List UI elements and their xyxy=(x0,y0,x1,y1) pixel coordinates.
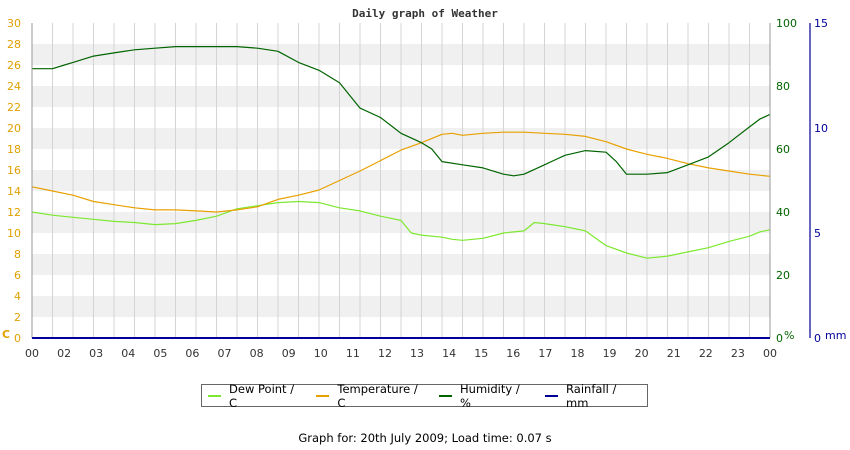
time-tick-label: 23 xyxy=(731,347,745,360)
chart-title: Daily graph of Weather xyxy=(352,7,498,20)
legend-label: Temperature / C xyxy=(337,381,418,410)
time-tick-label: 21 xyxy=(667,347,681,360)
legend-item: Temperature / C xyxy=(316,382,423,410)
time-tick-label: 22 xyxy=(699,347,713,360)
left-tick-label: 4 xyxy=(14,290,21,303)
legend-swatch xyxy=(545,394,559,397)
left-unit-label: C xyxy=(2,328,10,341)
time-tick-label: 03 xyxy=(89,347,103,360)
rainfall-tick-label: 10 xyxy=(814,122,828,135)
series-humidity xyxy=(32,45,771,177)
legend-item: Dew Point / C xyxy=(208,382,300,410)
legend-swatch xyxy=(316,394,330,397)
time-tick-label: 06 xyxy=(185,347,199,360)
humidity-tick-label: 40 xyxy=(776,206,790,219)
humidity-tick-label: 0 xyxy=(776,332,783,345)
legend-item: Humidity / % xyxy=(439,382,529,410)
axes-frame xyxy=(31,23,811,339)
time-tick-label: 04 xyxy=(121,347,135,360)
time-tick-label: 07 xyxy=(218,347,232,360)
rainfall-unit-label: mm xyxy=(825,329,846,342)
left-tick-label: 12 xyxy=(7,206,21,219)
time-tick-label: 20 xyxy=(635,347,649,360)
rainfall-tick-label: 5 xyxy=(814,227,821,240)
time-tick-label: 12 xyxy=(378,347,392,360)
left-tick-label: 24 xyxy=(7,80,21,93)
time-tick-label: 05 xyxy=(153,347,167,360)
left-tick-label: 22 xyxy=(7,101,21,114)
time-tick-label: 10 xyxy=(314,347,328,360)
legend-label: Dew Point / C xyxy=(229,381,295,410)
time-tick-label: 00 xyxy=(25,347,39,360)
legend-item: Rainfall / mm xyxy=(545,382,637,410)
time-tick-label: 19 xyxy=(603,347,617,360)
left-tick-label: 10 xyxy=(7,227,21,240)
time-tick-label: 08 xyxy=(250,347,264,360)
weather-chart: Daily graph of Weather 02468101214161820… xyxy=(2,7,846,360)
rainfall-axis-ticks: 0 5 10 15 mm xyxy=(814,17,846,345)
left-tick-label: 8 xyxy=(14,248,21,261)
left-tick-label: 18 xyxy=(7,143,21,156)
time-tick-label: 15 xyxy=(474,347,488,360)
time-tick-label: 02 xyxy=(57,347,71,360)
legend-label: Humidity / % xyxy=(460,381,520,410)
time-tick-label: 00 xyxy=(763,347,777,360)
series-temperature xyxy=(31,131,771,213)
left-tick-label: 28 xyxy=(7,38,21,51)
left-tick-label: 30 xyxy=(7,17,21,30)
time-tick-label: 16 xyxy=(506,347,520,360)
left-tick-label: 16 xyxy=(7,164,21,177)
left-tick-label: 0 xyxy=(14,332,21,345)
left-tick-label: 14 xyxy=(7,185,21,198)
legend-swatch xyxy=(439,394,453,397)
rainfall-tick-label: 0 xyxy=(814,332,821,345)
humidity-tick-label: 20 xyxy=(776,269,790,282)
humidity-tick-label: 80 xyxy=(776,80,790,93)
legend: Dew Point / C Temperature / C Humidity / %… xyxy=(201,382,648,410)
left-tick-label: 2 xyxy=(14,311,21,324)
rainfall-tick-label: 15 xyxy=(814,17,828,30)
legend-label: Rainfall / mm xyxy=(566,381,617,410)
humidity-tick-label: 100 xyxy=(776,17,797,30)
footer-text: Graph for: 20th July 2009; Load time: 0.… xyxy=(298,431,552,445)
series-dew xyxy=(31,200,771,259)
legend-swatch xyxy=(208,394,222,397)
humidity-unit-label: % xyxy=(784,329,794,342)
time-tick-label: 13 xyxy=(410,347,424,360)
time-tick-label: 14 xyxy=(442,347,456,360)
time-tick-label: 17 xyxy=(538,347,552,360)
left-tick-label: 26 xyxy=(7,59,21,72)
left-tick-label: 20 xyxy=(7,122,21,135)
time-axis-ticks: 00 02 03 04 05 06 07 08 09 10 11 12 13 14 15 16 17 18 19 20… xyxy=(25,347,777,360)
humidity-tick-label: 60 xyxy=(776,143,790,156)
time-tick-label: 09 xyxy=(282,347,296,360)
humidity-axis-ticks: 0 20 40 60 80 100% xyxy=(776,17,797,345)
time-tick-label: 11 xyxy=(346,347,360,360)
left-tick-label: 6 xyxy=(14,269,21,282)
time-tick-label: 18 xyxy=(570,347,584,360)
gridlines xyxy=(31,23,771,338)
